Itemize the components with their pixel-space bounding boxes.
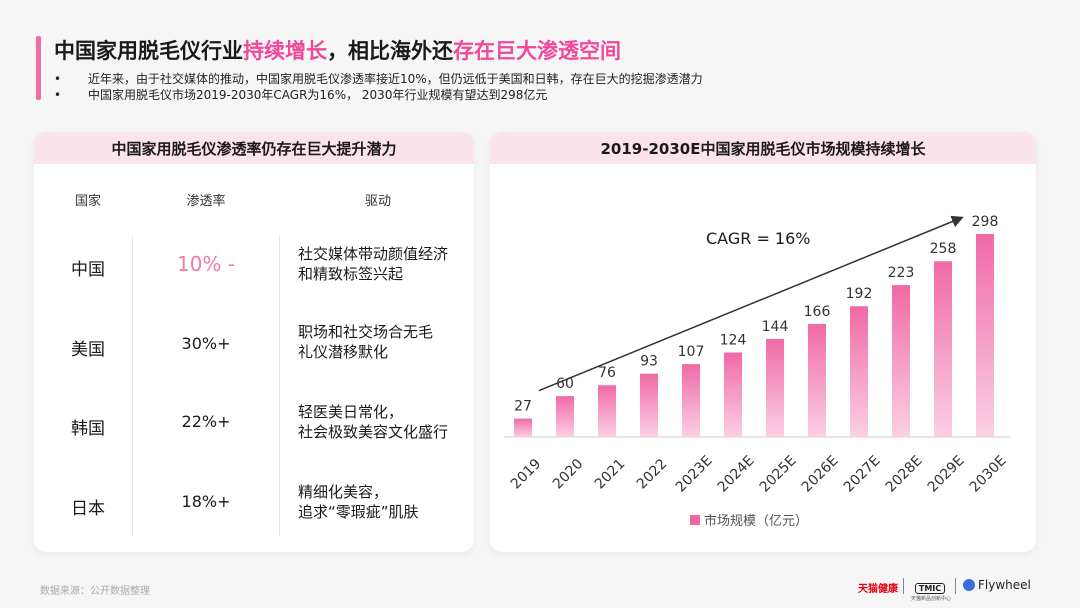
bullet-mark: • <box>54 72 62 86</box>
driver-line: 社交媒体带动颜值经济 <box>298 245 449 263</box>
rate-cell: 10% - <box>176 252 236 276</box>
driver-line: 社会极致美容文化盛行 <box>298 423 449 441</box>
bar-2020 <box>556 396 574 437</box>
page-title: 中国家用脱毛仪行业持续增长，相比海外还存在巨大渗透空间 <box>54 35 621 65</box>
bullet-list: • 近年来，由于社交媒体的推动，中国家用脱毛仪渗透率接近10%，但仍远低于美国和日… <box>54 71 703 103</box>
data-label-2030E: 298 <box>972 214 999 230</box>
x-tick-label-2023E: 2023E <box>673 453 716 496</box>
data-label-2024E: 124 <box>720 333 747 349</box>
column-header-rate: 渗透率 <box>186 194 226 209</box>
driver-line: 礼仪潜移默化 <box>298 343 389 361</box>
driver-cell: 精细化美容， 追求“零瑕疵”肌肤 <box>298 482 474 522</box>
bullet-item: • 中国家用脱毛仪市场2019-2030年CAGR为16%， 2030年行业规模有… <box>54 87 703 103</box>
tmic-logo-mark: TMIC <box>914 583 946 594</box>
column-header-country: 国家 <box>74 194 101 209</box>
country-cell: 美国 <box>71 340 105 360</box>
tmic-logo: TMIC 天猫新品创新中心 <box>911 576 952 602</box>
rate-cell: 22%+ <box>181 412 231 431</box>
data-label-2023E: 107 <box>678 344 705 360</box>
title-part-2: ，相比海外还 <box>327 39 453 63</box>
x-tick-label-2025E: 2025E <box>757 453 800 496</box>
market-size-card: 2019-2030E中国家用脱毛仪市场规模持续增长 27 2019 60 2020 76… <box>490 132 1036 552</box>
country-cell: 中国 <box>71 260 105 280</box>
driver-line: 追求“零瑕疵”肌肤 <box>298 503 419 521</box>
data-label-2028E: 223 <box>888 265 915 281</box>
driver-line: 职场和社交场合无毛 <box>298 323 434 341</box>
data-label-2021: 76 <box>598 365 616 381</box>
title-highlight-2: 存在巨大渗透空间 <box>453 39 621 63</box>
bullet-text: 中国家用脱毛仪市场2019-2030年CAGR为16%， 2030年行业规模有望… <box>88 88 548 102</box>
legend-label: 市场规模（亿元） <box>704 513 808 529</box>
title-highlight-1: 持续增长 <box>243 39 327 63</box>
bar-2022 <box>640 373 658 437</box>
data-label-2026E: 166 <box>804 304 831 320</box>
x-tick-label-2027E: 2027E <box>841 453 884 496</box>
rate-cell: 18%+ <box>181 492 231 511</box>
x-tick-label-2030E: 2030E <box>967 453 1010 496</box>
country-cell: 韩国 <box>71 419 105 439</box>
data-label-2022: 93 <box>640 354 658 370</box>
driver-cell: 轻医美日常化， 社会极致美容文化盛行 <box>298 402 474 442</box>
bar-2028E <box>892 285 910 437</box>
x-tick-label-2028E: 2028E <box>883 453 926 496</box>
bar-2029E <box>934 261 952 437</box>
data-label-2029E: 258 <box>930 241 957 257</box>
driver-cell: 职场和社交场合无毛 礼仪潜移默化 <box>298 322 474 362</box>
x-tick-label-2026E: 2026E <box>799 453 842 496</box>
market-size-bar-chart: 27 2019 60 2020 76 2021 93 2022 107 2023E 124 2024E… <box>504 214 1010 529</box>
logo-divider <box>955 578 956 594</box>
x-tick-label-2029E: 2029E <box>925 453 968 496</box>
driver-line: 精细化美容， <box>298 483 389 501</box>
rate-cell: 30%+ <box>181 334 231 353</box>
column-divider <box>279 236 280 536</box>
legend-swatch <box>690 515 700 525</box>
bar-2030E <box>976 234 994 437</box>
column-header-driver: 驱动 <box>364 194 391 209</box>
title-accent-bar <box>36 36 41 100</box>
tmic-logo-sub: 天猫新品创新中心 <box>911 596 952 602</box>
country-cell: 日本 <box>71 499 105 519</box>
driver-line: 轻医美日常化， <box>298 403 404 421</box>
bullet-mark: • <box>54 88 62 102</box>
column-divider <box>132 236 133 536</box>
data-label-2020: 60 <box>556 376 574 392</box>
trend-arrow <box>538 215 964 392</box>
logo-divider <box>903 578 904 594</box>
bar-2025E <box>766 338 784 437</box>
bar-2024E <box>724 352 742 437</box>
driver-line: 和精致标签兴起 <box>298 265 404 283</box>
penetration-card: 中国家用脱毛仪渗透率仍存在巨大提升潜力 国家 渗透率 驱动 中国 10% - 社… <box>34 132 474 552</box>
data-source-note: 数据来源：公开数据整理 <box>40 586 150 597</box>
bar-2026E <box>808 323 826 437</box>
x-tick-label-2022: 2022 <box>634 456 671 493</box>
market-size-card-title: 2019-2030E中国家用脱毛仪市场规模持续增长 <box>490 132 1036 164</box>
flywheel-icon <box>963 579 975 591</box>
bar-2019 <box>514 418 532 437</box>
data-label-2019: 27 <box>514 399 532 415</box>
bullet-text: 近年来，由于社交媒体的推动，中国家用脱毛仪渗透率接近10%，但仍远低于美国和日韩… <box>88 72 703 86</box>
data-label-2027E: 192 <box>846 286 873 302</box>
title-part-1: 中国家用脱毛仪行业 <box>54 39 243 63</box>
cagr-annotation: CAGR = 16% <box>706 229 811 248</box>
flywheel-logo: Flywheel <box>978 578 1031 592</box>
bullet-item: • 近年来，由于社交媒体的推动，中国家用脱毛仪渗透率接近10%，但仍远低于美国和日… <box>54 71 703 87</box>
bar-2027E <box>850 306 868 437</box>
data-label-2025E: 144 <box>762 319 789 335</box>
x-tick-label-2024E: 2024E <box>715 453 758 496</box>
driver-cell: 社交媒体带动颜值经济 和精致标签兴起 <box>298 244 474 284</box>
x-tick-label-2020: 2020 <box>550 456 587 493</box>
bar-2023E <box>682 364 700 437</box>
x-tick-label-2019: 2019 <box>508 456 545 493</box>
bar-2021 <box>598 385 616 437</box>
penetration-card-title: 中国家用脱毛仪渗透率仍存在巨大提升潜力 <box>34 132 474 164</box>
x-tick-label-2021: 2021 <box>592 456 629 493</box>
tmall-health-logo: 天猫健康 <box>858 584 898 595</box>
